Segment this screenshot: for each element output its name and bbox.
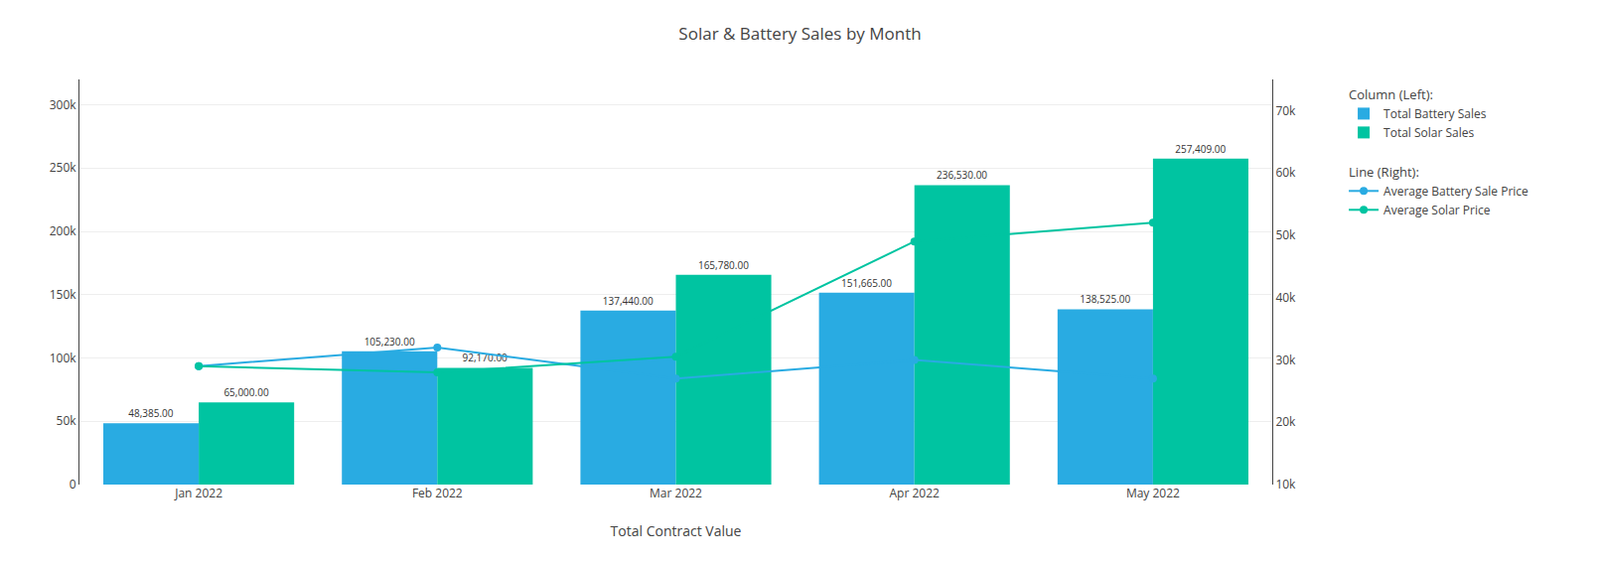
svg-text:0: 0 bbox=[69, 475, 77, 493]
svg-text:70k: 70k bbox=[1275, 102, 1297, 120]
svg-text:137,440.00: 137,440.00 bbox=[602, 293, 654, 308]
svg-text:138,525.00: 138,525.00 bbox=[1079, 291, 1131, 306]
svg-text:Feb 2022: Feb 2022 bbox=[412, 484, 463, 502]
svg-text:Column (Left):: Column (Left): bbox=[1348, 85, 1434, 104]
svg-text:50k: 50k bbox=[56, 412, 78, 430]
svg-text:May 2022: May 2022 bbox=[1126, 484, 1180, 502]
svg-text:236,530.00: 236,530.00 bbox=[936, 167, 988, 182]
svg-text:92,170.00: 92,170.00 bbox=[462, 350, 509, 365]
svg-text:Average Battery Sale Price: Average Battery Sale Price bbox=[1383, 182, 1529, 200]
svg-text:300k: 300k bbox=[49, 96, 78, 114]
svg-text:257,409.00: 257,409.00 bbox=[1174, 142, 1226, 156]
svg-text:165,780.00: 165,780.00 bbox=[698, 258, 749, 273]
svg-text:151,665.00: 151,665.00 bbox=[841, 276, 892, 291]
svg-text:20k: 20k bbox=[1275, 413, 1297, 431]
svg-text:40k: 40k bbox=[1275, 289, 1297, 306]
svg-text:Apr 2022: Apr 2022 bbox=[888, 484, 940, 502]
svg-text:Line (Right):: Line (Right): bbox=[1348, 162, 1420, 181]
svg-text:105,230.00: 105,230.00 bbox=[364, 334, 416, 349]
svg-text:Average Solar Price: Average Solar Price bbox=[1383, 201, 1491, 219]
svg-text:Total Contract Value: Total Contract Value bbox=[610, 521, 742, 541]
svg-text:250k: 250k bbox=[49, 158, 78, 176]
svg-text:50k: 50k bbox=[1275, 226, 1297, 244]
svg-text:150k: 150k bbox=[49, 286, 78, 303]
svg-text:30k: 30k bbox=[1275, 351, 1297, 369]
svg-text:Mar 2022: Mar 2022 bbox=[649, 484, 703, 502]
svg-text:48,385.00: 48,385.00 bbox=[128, 406, 174, 421]
svg-text:10k: 10k bbox=[1275, 475, 1297, 493]
svg-text:200k: 200k bbox=[49, 222, 78, 240]
svg-text:Total Solar Sales: Total Solar Sales bbox=[1383, 124, 1474, 142]
svg-text:60k: 60k bbox=[1275, 163, 1297, 181]
svg-text:Total Battery Sales: Total Battery Sales bbox=[1383, 105, 1487, 123]
svg-text:65,000.00: 65,000.00 bbox=[223, 385, 270, 400]
svg-text:Jan 2022: Jan 2022 bbox=[173, 484, 223, 502]
svg-text:100k: 100k bbox=[49, 349, 78, 367]
svg-text:Solar & Battery Sales by Month: Solar & Battery Sales by Month bbox=[678, 21, 921, 45]
